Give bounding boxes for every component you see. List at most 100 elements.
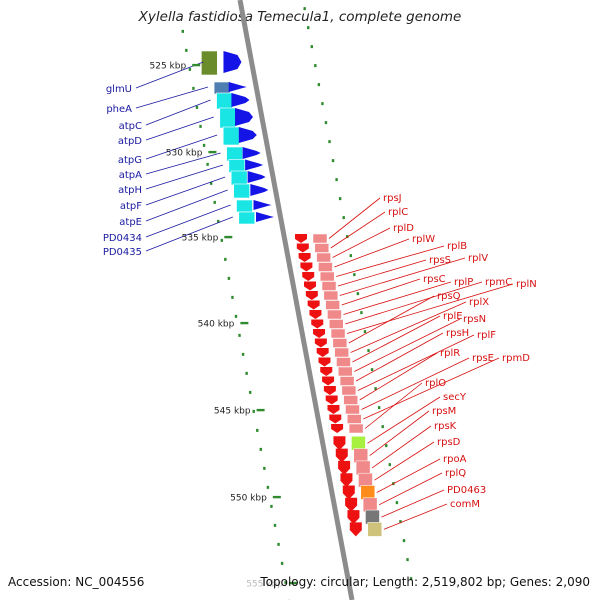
label-connector: [352, 315, 441, 363]
gene-arrows: [223, 51, 362, 537]
cog-bar-rpsD: [358, 472, 373, 488]
gene-arrow-rpsH: [322, 376, 335, 386]
gene-label-rplO: rplO: [425, 378, 446, 389]
tick-dot: [224, 257, 227, 261]
gene-arrow-atpA: [242, 147, 261, 159]
gene-arrow-rplE: [318, 357, 331, 367]
scale-label: 555 kbp: [246, 580, 283, 590]
gene-arrow-rplX: [316, 348, 329, 357]
major-tick: [224, 235, 233, 239]
label-connector: [330, 211, 386, 249]
gene-label-rpsE: rpsE: [472, 353, 494, 364]
scale-label: 535 kbp: [182, 234, 219, 244]
cog-bar-PD0463: [365, 509, 380, 525]
gene-label-rplP: rplP: [454, 277, 473, 288]
label-connector: [332, 227, 391, 258]
gene-arrow-rpsS: [304, 281, 317, 291]
gene-arrow-rpmC: [311, 319, 324, 329]
scale-label: 550 kbp: [230, 494, 267, 504]
genome-backbone: [237, 0, 355, 600]
cog-bar-rplQ: [362, 497, 378, 513]
tick-dot: [256, 428, 259, 432]
gene-arrow-rplP: [309, 310, 322, 319]
gene-label-rpmD: rpmD: [502, 353, 530, 364]
cog-bar-rplP: [327, 309, 342, 320]
gene-arrow-atpC: [231, 93, 250, 107]
label-connector: [367, 396, 441, 444]
label-connector: [359, 352, 438, 401]
gene-arrow-rplR: [325, 395, 338, 405]
cog-bar-atpE: [233, 183, 250, 199]
tick-dot: [185, 48, 188, 52]
tick-dot: [234, 314, 238, 318]
gene-label-PD0434: PD0434: [103, 233, 142, 244]
cog-bar-rplN: [330, 328, 346, 339]
tick-dot: [284, 580, 287, 584]
cog-bar-pheA: [213, 81, 231, 95]
gene-arrow-glmU: [223, 51, 242, 73]
tick-dot: [331, 159, 335, 163]
tick-dot: [209, 181, 213, 185]
gene-arrow-rplV: [305, 291, 318, 300]
tick-dot: [402, 539, 406, 543]
tick-dot: [406, 558, 409, 562]
gene-arrow-rpsK: [338, 460, 351, 475]
label-connector: [361, 357, 470, 410]
gene-label-rpsC: rpsC: [423, 274, 446, 285]
gene-label-rpsJ: rpsJ: [383, 193, 402, 204]
tick-dot: [220, 238, 223, 242]
label-connector: [145, 189, 228, 222]
gene-arrow-rpsC: [307, 300, 320, 310]
tick-dot: [356, 292, 360, 296]
tick-dot: [310, 45, 313, 49]
gene-label-atpD: atpD: [118, 136, 142, 147]
gene-arrow-pheA: [228, 82, 247, 92]
label-connector: [369, 410, 430, 456]
tick-dot: [360, 311, 363, 315]
cog-bar-rpoA: [360, 485, 376, 500]
gene-arrow-PD0434: [253, 200, 272, 210]
gene-label-atpE: atpE: [119, 217, 142, 228]
cog-bar-atpA: [226, 146, 243, 162]
tick-dot: [280, 561, 284, 565]
label-connector: [354, 318, 461, 372]
tick-dot: [303, 7, 306, 11]
cog-bar-atpH: [228, 159, 246, 173]
tick-dot: [321, 102, 324, 106]
gene-label-rplN: rplN: [516, 279, 537, 290]
label-connector: [135, 61, 204, 89]
tick-dot: [213, 200, 216, 204]
cog-bar-rpsM: [353, 448, 369, 463]
gene-label-glmU: glmU: [106, 84, 132, 95]
cog-bar-rpmD: [347, 414, 362, 424]
label-connector: [334, 238, 410, 268]
tick-dot: [231, 295, 234, 299]
map-title: Xylella fastidiosa Temecula1, complete g…: [138, 9, 462, 25]
cog-bar-rpsC: [325, 300, 340, 310]
label-connector: [145, 204, 231, 238]
tick-dot: [409, 577, 413, 581]
label-connector: [381, 489, 445, 518]
accession-text: Accession: NC_004556: [8, 575, 145, 589]
tick-dot: [266, 485, 270, 489]
gene-label-rpsD: rpsD: [437, 437, 461, 448]
tick-dot: [374, 387, 377, 391]
gene-label-comM: comM: [450, 499, 480, 510]
tick-dot: [202, 143, 206, 147]
gene-label-atpG: atpG: [118, 155, 142, 166]
label-connector: [363, 357, 500, 420]
major-tick: [256, 408, 265, 412]
gene-label-rplR: rplR: [440, 348, 460, 359]
gene-label-rplW: rplW: [412, 234, 435, 245]
scale-label: 540 kbp: [198, 320, 235, 330]
tick-dot: [349, 254, 352, 258]
label-connector: [348, 295, 435, 344]
tick-dot: [388, 463, 392, 467]
gene-label-atpH: atpH: [118, 185, 142, 196]
tick-dot: [263, 466, 266, 470]
cog-bar-rpsQ: [332, 338, 348, 348]
gene-arrow-atpF: [247, 171, 266, 183]
label-connector: [357, 334, 475, 391]
cog-bar-PD0434: [236, 199, 253, 213]
